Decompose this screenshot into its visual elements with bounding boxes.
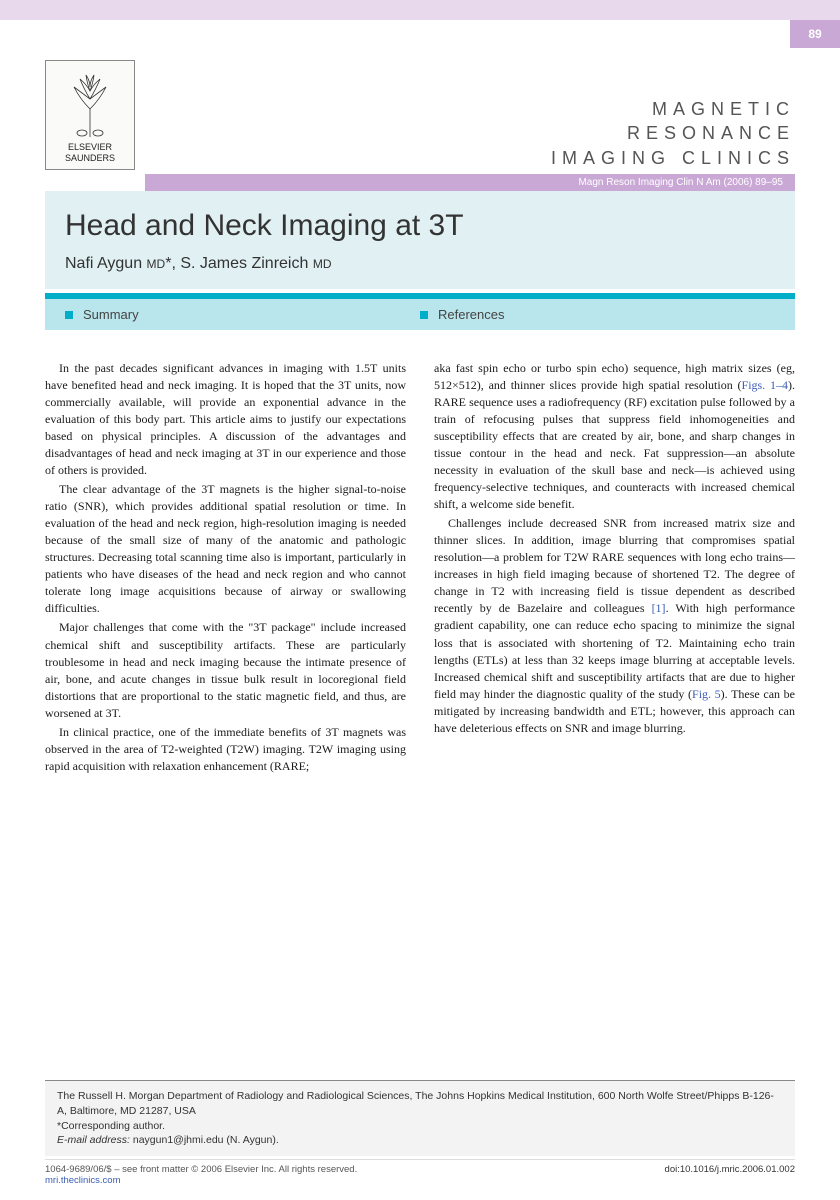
section-label: Summary xyxy=(83,307,139,322)
publisher-logo: ELSEVIER SAUNDERS xyxy=(45,60,135,170)
affiliation-text: The Russell H. Morgan Department of Radi… xyxy=(57,1089,783,1118)
journal-title: MAGNETIC RESONANCE IMAGING CLINICS xyxy=(551,97,795,170)
section-label: References xyxy=(438,307,504,322)
website-link[interactable]: mri.theclinics.com xyxy=(45,1175,121,1186)
body-paragraph: In the past decades significant advances… xyxy=(45,360,406,479)
header-stripe xyxy=(0,0,840,20)
body-paragraph: The clear advantage of the 3T magnets is… xyxy=(45,481,406,617)
page-number: 89 xyxy=(790,20,840,48)
corresponding-note: *Corresponding author. xyxy=(57,1119,783,1134)
publisher-name: ELSEVIER SAUNDERS xyxy=(65,142,115,163)
body-left-column: In the past decades significant advances… xyxy=(45,360,406,777)
journal-title-line: MAGNETIC xyxy=(551,97,795,121)
journal-title-line: IMAGING CLINICS xyxy=(551,146,795,170)
bullet-icon xyxy=(420,311,428,319)
body-text: In the past decades significant advances… xyxy=(45,360,795,777)
authors: Nafi Aygun MD*, S. James Zinreich MD xyxy=(65,255,775,273)
title-block: Head and Neck Imaging at 3T Nafi Aygun M… xyxy=(45,191,795,289)
copyright-text: 1064-9689/06/$ – see front matter © 2006… xyxy=(45,1164,357,1175)
publisher-line2: SAUNDERS xyxy=(65,153,115,163)
body-paragraph: Challenges include decreased SNR from in… xyxy=(434,515,795,736)
copyright-row: 1064-9689/06/$ – see front matter © 2006… xyxy=(45,1159,795,1186)
elsevier-tree-icon xyxy=(62,69,118,139)
copyright-left: 1064-9689/06/$ – see front matter © 2006… xyxy=(45,1164,357,1186)
body-paragraph: aka fast spin echo or turbo spin echo) s… xyxy=(434,360,795,513)
bullet-icon xyxy=(65,311,73,319)
section-references[interactable]: References xyxy=(420,307,775,322)
section-summary[interactable]: Summary xyxy=(65,307,420,322)
email-value: naygun1@jhmi.edu (N. Aygun). xyxy=(133,1134,279,1146)
content-area: ELSEVIER SAUNDERS MAGNETIC RESONANCE IMA… xyxy=(0,20,840,777)
body-paragraph: Major challenges that come with the "3T … xyxy=(45,619,406,721)
header-row: ELSEVIER SAUNDERS MAGNETIC RESONANCE IMA… xyxy=(45,60,795,170)
doi: doi:10.1016/j.mric.2006.01.002 xyxy=(665,1164,795,1186)
publisher-line1: ELSEVIER xyxy=(65,142,115,152)
body-right-column: aka fast spin echo or turbo spin echo) s… xyxy=(434,360,795,777)
article-title: Head and Neck Imaging at 3T xyxy=(65,209,775,243)
email-label: E-mail address: xyxy=(57,1134,130,1146)
citation-bar: Magn Reson Imaging Clin N Am (2006) 89–9… xyxy=(145,174,795,191)
email-line: E-mail address: naygun1@jhmi.edu (N. Ayg… xyxy=(57,1133,783,1148)
body-paragraph: In clinical practice, one of the immedia… xyxy=(45,724,406,775)
section-nav: Summary References xyxy=(45,293,795,330)
journal-title-line: RESONANCE xyxy=(551,121,795,145)
affiliation-block: The Russell H. Morgan Department of Radi… xyxy=(45,1080,795,1156)
